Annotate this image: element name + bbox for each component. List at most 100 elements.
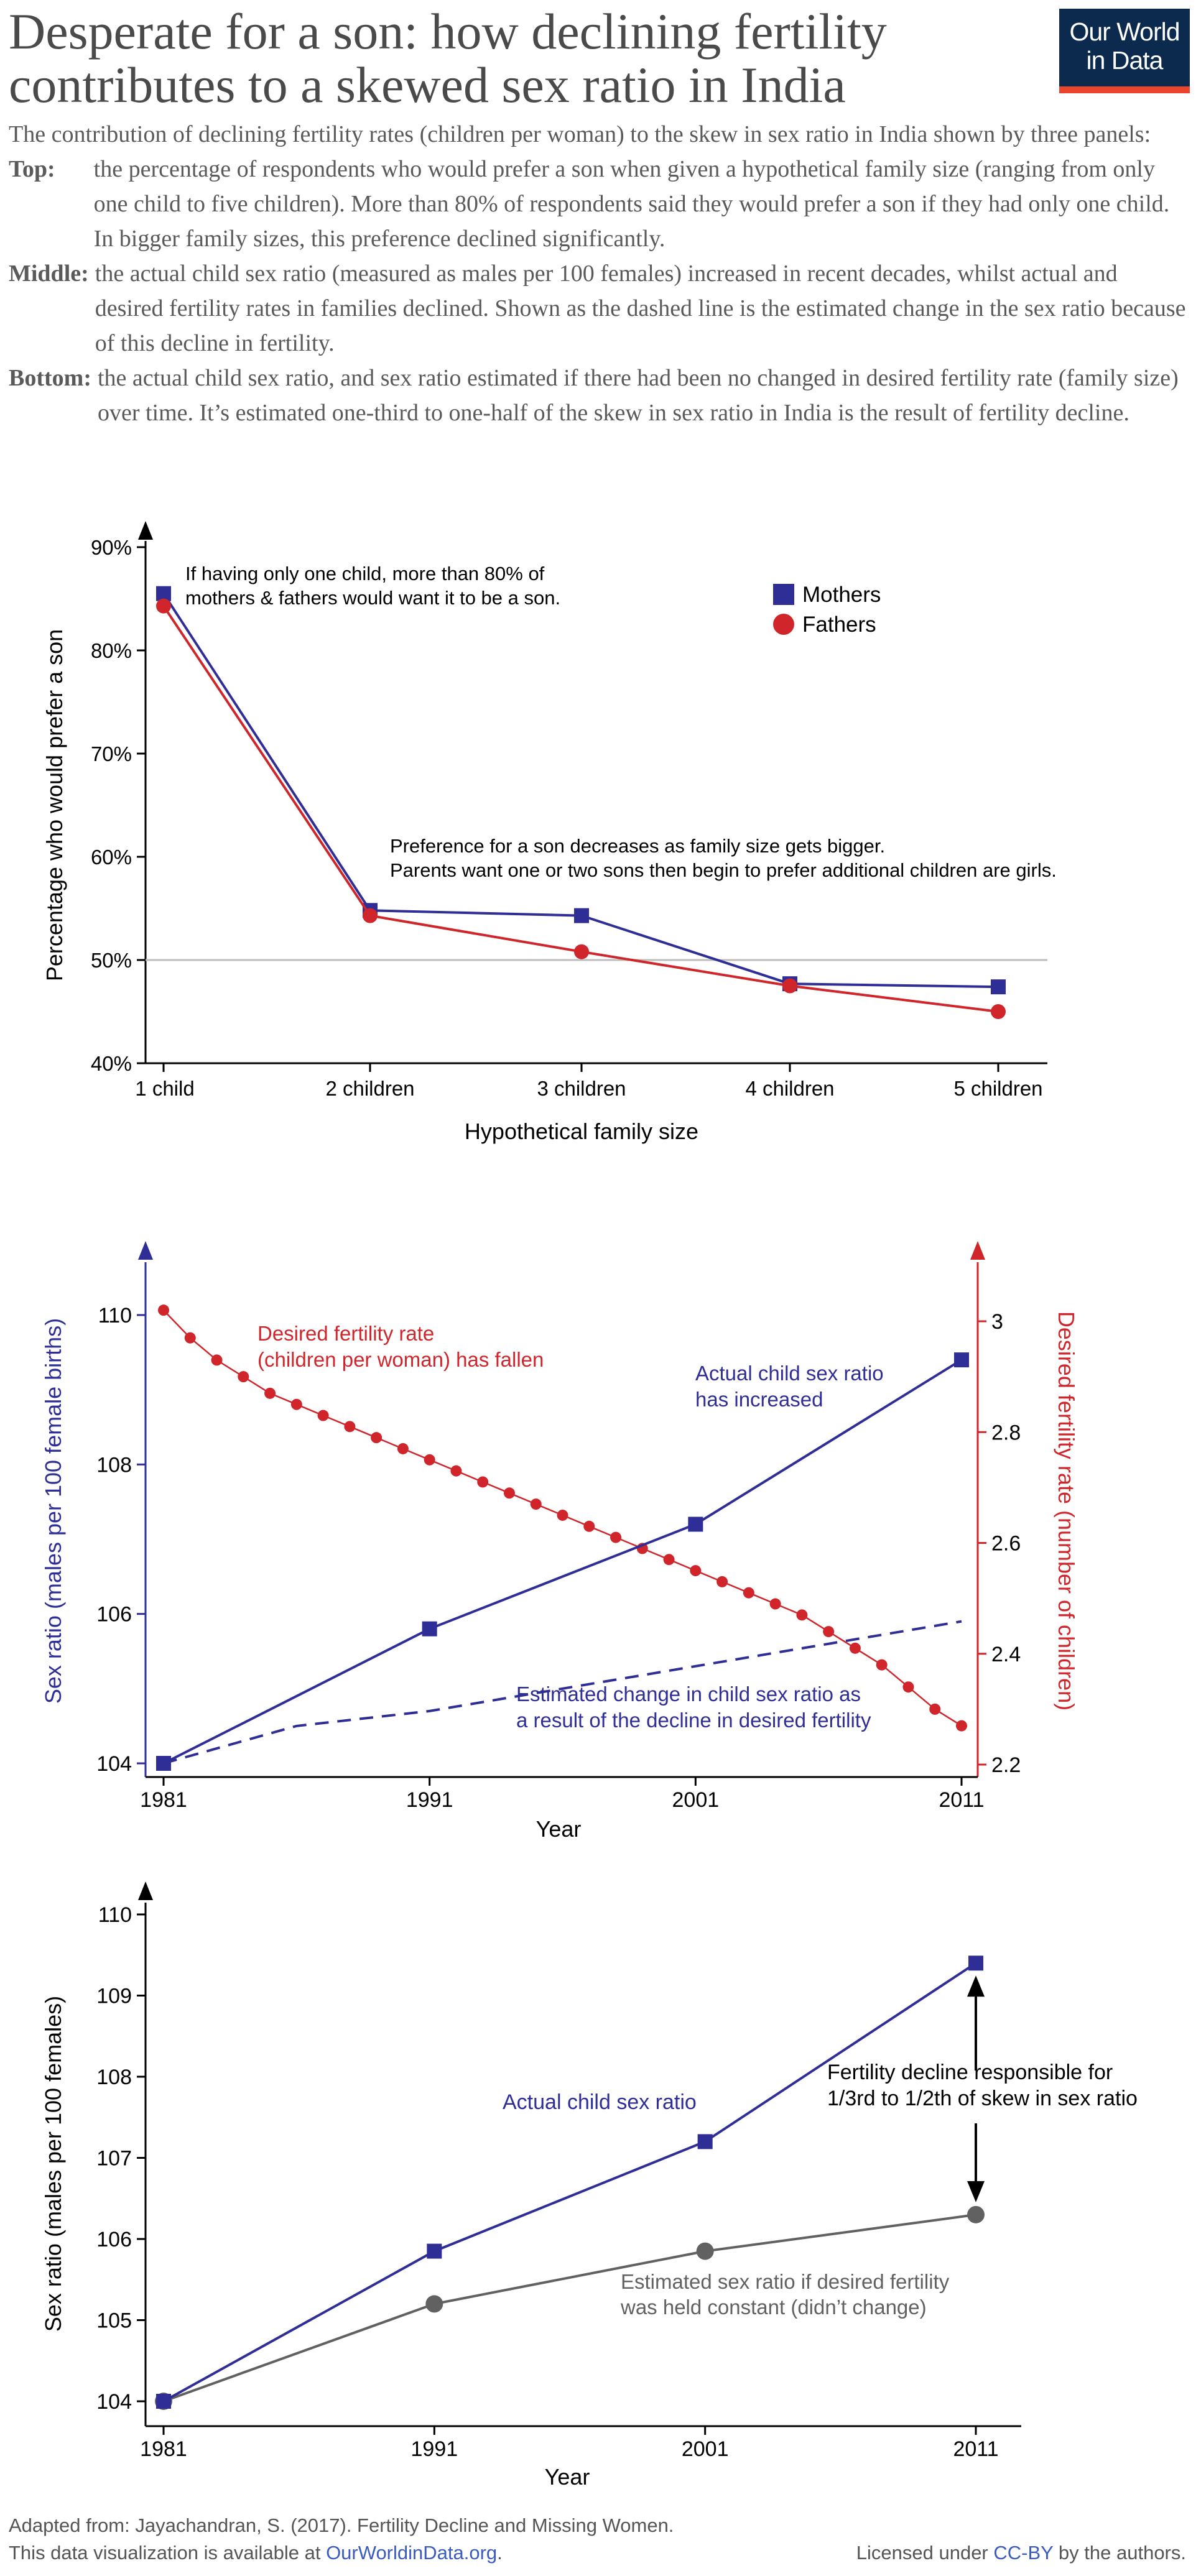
chart2-fertility-point [397,1443,409,1454]
page-title: Desperate for a son: how declining ferti… [9,3,887,113]
chart2-actual-point [954,1352,969,1368]
chart3-x-axis-title: Year [545,2464,590,2490]
chart2-left-tick-label: 106 [96,1603,132,1627]
chart2-fertility-point [902,1681,914,1693]
intro-bottom-text: the actual child sex ratio, and sex rati… [97,365,1179,426]
footer-source: Adapted from: Jayachandran, S. (2017). F… [9,2512,674,2567]
chart3-y-tick-label: 109 [96,1985,132,2008]
chart1-y-tick-label: 70% [91,742,132,765]
availability-line: This data visualization is available at … [9,2542,503,2564]
chart1-point-fathers [156,598,171,614]
chart3-x-tick-label: 2001 [682,2437,729,2461]
chart1-x-tick-label: 4 children [745,1077,834,1100]
chart2-right-axis-arrow [970,1241,985,1260]
chart2-left-tick-label: 110 [98,1304,132,1327]
chart2-left-tick-label: 108 [96,1453,132,1477]
chart2-actual-point [422,1621,437,1637]
chart1-annotation: Preference for a son decreases as family… [390,835,885,857]
chart3-arrow-head-up [967,1975,985,1997]
chart1-annotation: mothers & fathers would want it to be a … [185,587,560,609]
chart2-fertility-point [769,1598,781,1610]
chart2-right-tick-label: 2.2 [991,1753,1021,1777]
chart3-actual-point [968,1955,983,1971]
chart3-y-tick-label: 107 [96,2147,132,2171]
chart3-actual-point [156,2394,171,2409]
owid-link[interactable]: OurWorldinData.org [326,2542,498,2564]
chart2-right-tick-label: 2.8 [991,1421,1021,1444]
chart2-annotation: Estimated change in child sex ratio as [516,1683,861,1706]
chart1-point-fathers [782,978,797,994]
chart2-fertility-point [503,1487,515,1499]
chart1-y-tick-label: 40% [91,1052,132,1075]
chart1-y-tick-label: 60% [91,846,132,869]
chart1-annotation: If having only one child, more than 80% … [185,563,545,584]
chart1-x-tick-label: 2 children [325,1077,414,1100]
chart2-fertility-point [823,1626,835,1638]
chart1-legend-label: Fathers [802,612,876,637]
chart2-right-axis-title: Desired fertility rate (number of childr… [1054,1311,1079,1710]
chart2-annotation: has increased [695,1388,823,1411]
intro-bottom-label: Bottom: [9,365,91,391]
chart3-annotation: Actual child sex ratio [503,2090,697,2114]
chart1-y-axis-title: Percentage who would prefer a son [42,629,67,981]
source-line: Adapted from: Jayachandran, S. (2017). F… [9,2514,674,2536]
owid-logo[interactable]: Our World in Data [1059,9,1190,93]
chart1-series-line-mothers [162,593,999,989]
chart2-actual-point [688,1517,703,1532]
chart3-annotation: was held constant (didn’t change) [620,2296,927,2319]
chart3-constant-point [425,2295,443,2313]
chart2-right-tick-label: 2.4 [991,1643,1021,1666]
chart2-fertility-point [876,1659,888,1671]
chart1-x-tick-label: 5 children [953,1077,1042,1100]
chart2-fertility-point [290,1398,302,1410]
chart3-actual-point [427,2243,442,2259]
chart2-fertility-point [690,1565,702,1577]
chart1-point-mothers [574,908,589,923]
chart2-right-tick-label: 2.6 [991,1532,1021,1556]
chart1-x-axis-title: Hypothetical family size [465,1119,698,1144]
chart3-y-tick-label: 110 [98,1903,132,1927]
chart1-annotation: Parents want one or two sons then begin … [390,859,1057,881]
chart2-x-tick-label: 1981 [140,1788,187,1812]
chart2-right-tick-label: 3 [991,1310,1003,1334]
chart2-actual-sex-ratio-line [163,1359,963,1765]
chart2-fertility-point [317,1410,329,1421]
chart2-left-axis-title: Sex ratio (males per 100 female births) [40,1318,66,1704]
chart2-fertility-point [956,1720,967,1732]
chart2-x-tick-label: 1991 [406,1788,453,1812]
chart2-fertility-point [477,1476,489,1488]
intro-text: The contribution of declining fertility … [9,117,1190,430]
footer-license: Licensed under CC-BY by the authors. [856,2542,1186,2564]
chart2-fertility-point [264,1387,276,1399]
chart2-fertility-point [743,1587,754,1599]
intro-lead: The contribution of declining fertility … [9,121,1151,147]
chart2-left-tick-label: 104 [96,1752,132,1776]
chart3-annotation: Fertility decline responsible for [827,2061,1113,2084]
chart3-annotation: Estimated sex ratio if desired fertility [621,2270,950,2293]
chart1-point-fathers [991,1004,1006,1019]
chart2-fertility-point [716,1576,728,1587]
chart3-y-axis-arrow [138,1881,153,1900]
chart3-y-tick-label: 108 [96,2066,132,2089]
chart2-x-tick-label: 2011 [939,1788,984,1812]
logo-line-1: Our World [1069,17,1180,46]
chart3-arrow-head-down [967,2181,985,2202]
chart2-fertility-point [557,1509,568,1521]
chart1-y-tick-label: 80% [91,639,132,662]
chart3-y-tick-label: 106 [96,2228,132,2251]
chart2-x-tick-label: 2001 [672,1788,720,1812]
intro-top-row: Top: the percentage of respondents who w… [9,152,1190,256]
chart3-x-tick-label: 1991 [411,2437,458,2461]
chart2-fertility-point [929,1703,941,1715]
chart1-legend-marker [773,584,794,605]
chart2-fertility-point [663,1554,675,1566]
chart1-x-tick-label: 1 child [135,1077,194,1100]
intro-middle-row: Middle: the actual child sex ratio (meas… [9,256,1190,361]
chart2-annotation: a result of the decline in desired ferti… [516,1709,871,1732]
chart2-actual-point [156,1756,171,1771]
chart3-annotation: 1/3rd to 1/2th of skew in sex ratio [827,2087,1138,2110]
intro-middle-label: Middle: [9,261,89,287]
cc-by-link[interactable]: CC-BY [993,2542,1054,2564]
chart2-fertility-point [796,1609,808,1621]
